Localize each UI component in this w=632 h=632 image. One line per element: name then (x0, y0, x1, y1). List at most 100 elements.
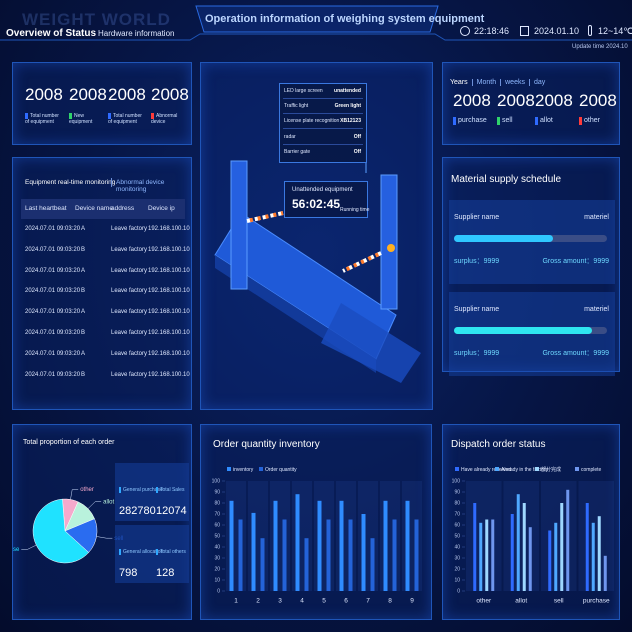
x-tick-label: 2 (256, 598, 260, 605)
tab-abnormal[interactable]: Abnormal device monitoring (116, 179, 165, 193)
total-label: General purchase (119, 487, 163, 493)
surplus-label: surplus： (454, 258, 484, 265)
running-label: Running time (340, 207, 370, 213)
bar (361, 514, 366, 591)
leader-line (96, 536, 113, 539)
table-cell: 192.168.100.10 (148, 246, 190, 253)
progress-bar (454, 235, 554, 242)
table-header-bg (21, 199, 185, 219)
x-tick-label: allot (515, 598, 527, 605)
bar (273, 500, 278, 591)
logo: WEIGHT WORLD (22, 10, 171, 29)
y-tick-label: 90 (214, 489, 220, 495)
stat-label: allot (535, 117, 571, 125)
y-tick-label: 70 (454, 511, 460, 517)
material-card: Supplier name materiel surplus：9999 Gross a… (449, 200, 615, 284)
running-time: 56:02:45 (292, 197, 341, 211)
bar (548, 530, 552, 591)
leader-line (21, 544, 37, 550)
x-tick-label: 4 (300, 598, 304, 605)
stat-dot (579, 117, 582, 125)
status-title: Unattended equipment (292, 187, 353, 193)
surplus: surplus：9999 (454, 348, 499, 358)
period-tab[interactable]: Years (450, 79, 468, 86)
overview-panel: 2008 Total number of equipment 2008 New equ… (12, 62, 192, 145)
table-cell: Leave factory (111, 267, 148, 274)
stat-label: Total number of equipment (108, 113, 144, 125)
info-divider (283, 143, 363, 145)
total-label: Total Sales (156, 487, 184, 493)
table-cell: A (81, 309, 86, 316)
stat-value: 2008 (579, 91, 617, 110)
table-cell: 2024.07.01 09:03:20 (25, 371, 81, 378)
table-cell: 192.168.100.10 (148, 371, 190, 378)
column-header: Last heartbeat (25, 205, 67, 212)
total-value: 12074 (156, 505, 187, 517)
gross: Gross amount：9999 (542, 256, 609, 266)
stat-label-text: New equipment (69, 113, 93, 125)
stat-label-text: Abnormal device (151, 113, 178, 125)
y-tick-label: 40 (214, 544, 220, 550)
table-cell: A (81, 226, 86, 232)
bar (603, 555, 607, 591)
bar (251, 512, 256, 591)
slice-label: purchase (13, 547, 20, 553)
date: 2024.01.10 (534, 26, 580, 36)
table-cell: B (81, 371, 86, 378)
x-tick-label: purchase (583, 598, 610, 605)
category-band (226, 481, 246, 591)
supplier-name: Supplier name (454, 306, 500, 313)
y-tick-label: 80 (454, 500, 460, 506)
legend-swatch (227, 467, 231, 471)
bar (405, 500, 410, 591)
legend-label: 部分完成 (541, 466, 561, 473)
legend-label: complete (581, 467, 602, 473)
bar (591, 522, 595, 591)
bar (229, 500, 234, 591)
y-tick-label: 100 (452, 478, 461, 484)
clock-icon (460, 26, 470, 36)
stat-label: other (579, 117, 615, 125)
gross-value: 9999 (593, 258, 609, 265)
ramp (321, 303, 421, 383)
tab-overview[interactable]: Overview of Status (6, 28, 97, 39)
weighbridge (214, 133, 421, 383)
info-value: Off (353, 133, 361, 140)
surplus-value: 9999 (483, 258, 500, 265)
column-header: Device ip (148, 205, 175, 212)
x-tick-label: 1 (234, 598, 238, 605)
y-tick-label: 60 (454, 522, 460, 528)
stat-value: 2008 (535, 91, 573, 110)
x-tick-label: other (476, 598, 492, 605)
page-title: Operation information of weighing system… (205, 13, 485, 25)
bar (516, 494, 520, 591)
y-tick-label: 100 (212, 478, 221, 484)
table-cell: B (81, 330, 86, 336)
bar (414, 519, 419, 591)
stat-dot (108, 113, 111, 119)
legend-label: Order quantity (265, 467, 297, 473)
table-cell: A (81, 267, 86, 274)
period-tab[interactable]: day (528, 79, 550, 86)
tab-realtime[interactable]: Equipment real-time monitoring (25, 179, 116, 186)
material-name: materiel (584, 306, 609, 313)
bar (485, 519, 489, 591)
total-value: 282780 (119, 505, 156, 517)
period-tab[interactable]: Month (471, 79, 501, 86)
pie-panel: Total proportion of each order other allo… (12, 424, 192, 620)
left-post (230, 160, 248, 290)
tab-hardware[interactable]: Hardware information (98, 29, 175, 38)
y-tick-label: 20 (454, 566, 460, 572)
supplier-name: Supplier name (454, 214, 500, 221)
inventory-chart: 0 10 20 30 40 50 60 70 80 90 100 1 2 3 4 5 6 7 8 9 inventory… (212, 467, 422, 605)
progress-bar (454, 327, 592, 334)
category-band (314, 481, 334, 591)
legend-swatch (455, 467, 459, 471)
x-tick-label: 8 (388, 598, 392, 605)
info-value: unattended (334, 88, 361, 94)
table-cell: 192.168.100.10 (148, 330, 190, 336)
surplus: surplus：9999 (454, 256, 499, 266)
period-tab[interactable]: weeks (500, 79, 529, 86)
bar (348, 519, 353, 591)
